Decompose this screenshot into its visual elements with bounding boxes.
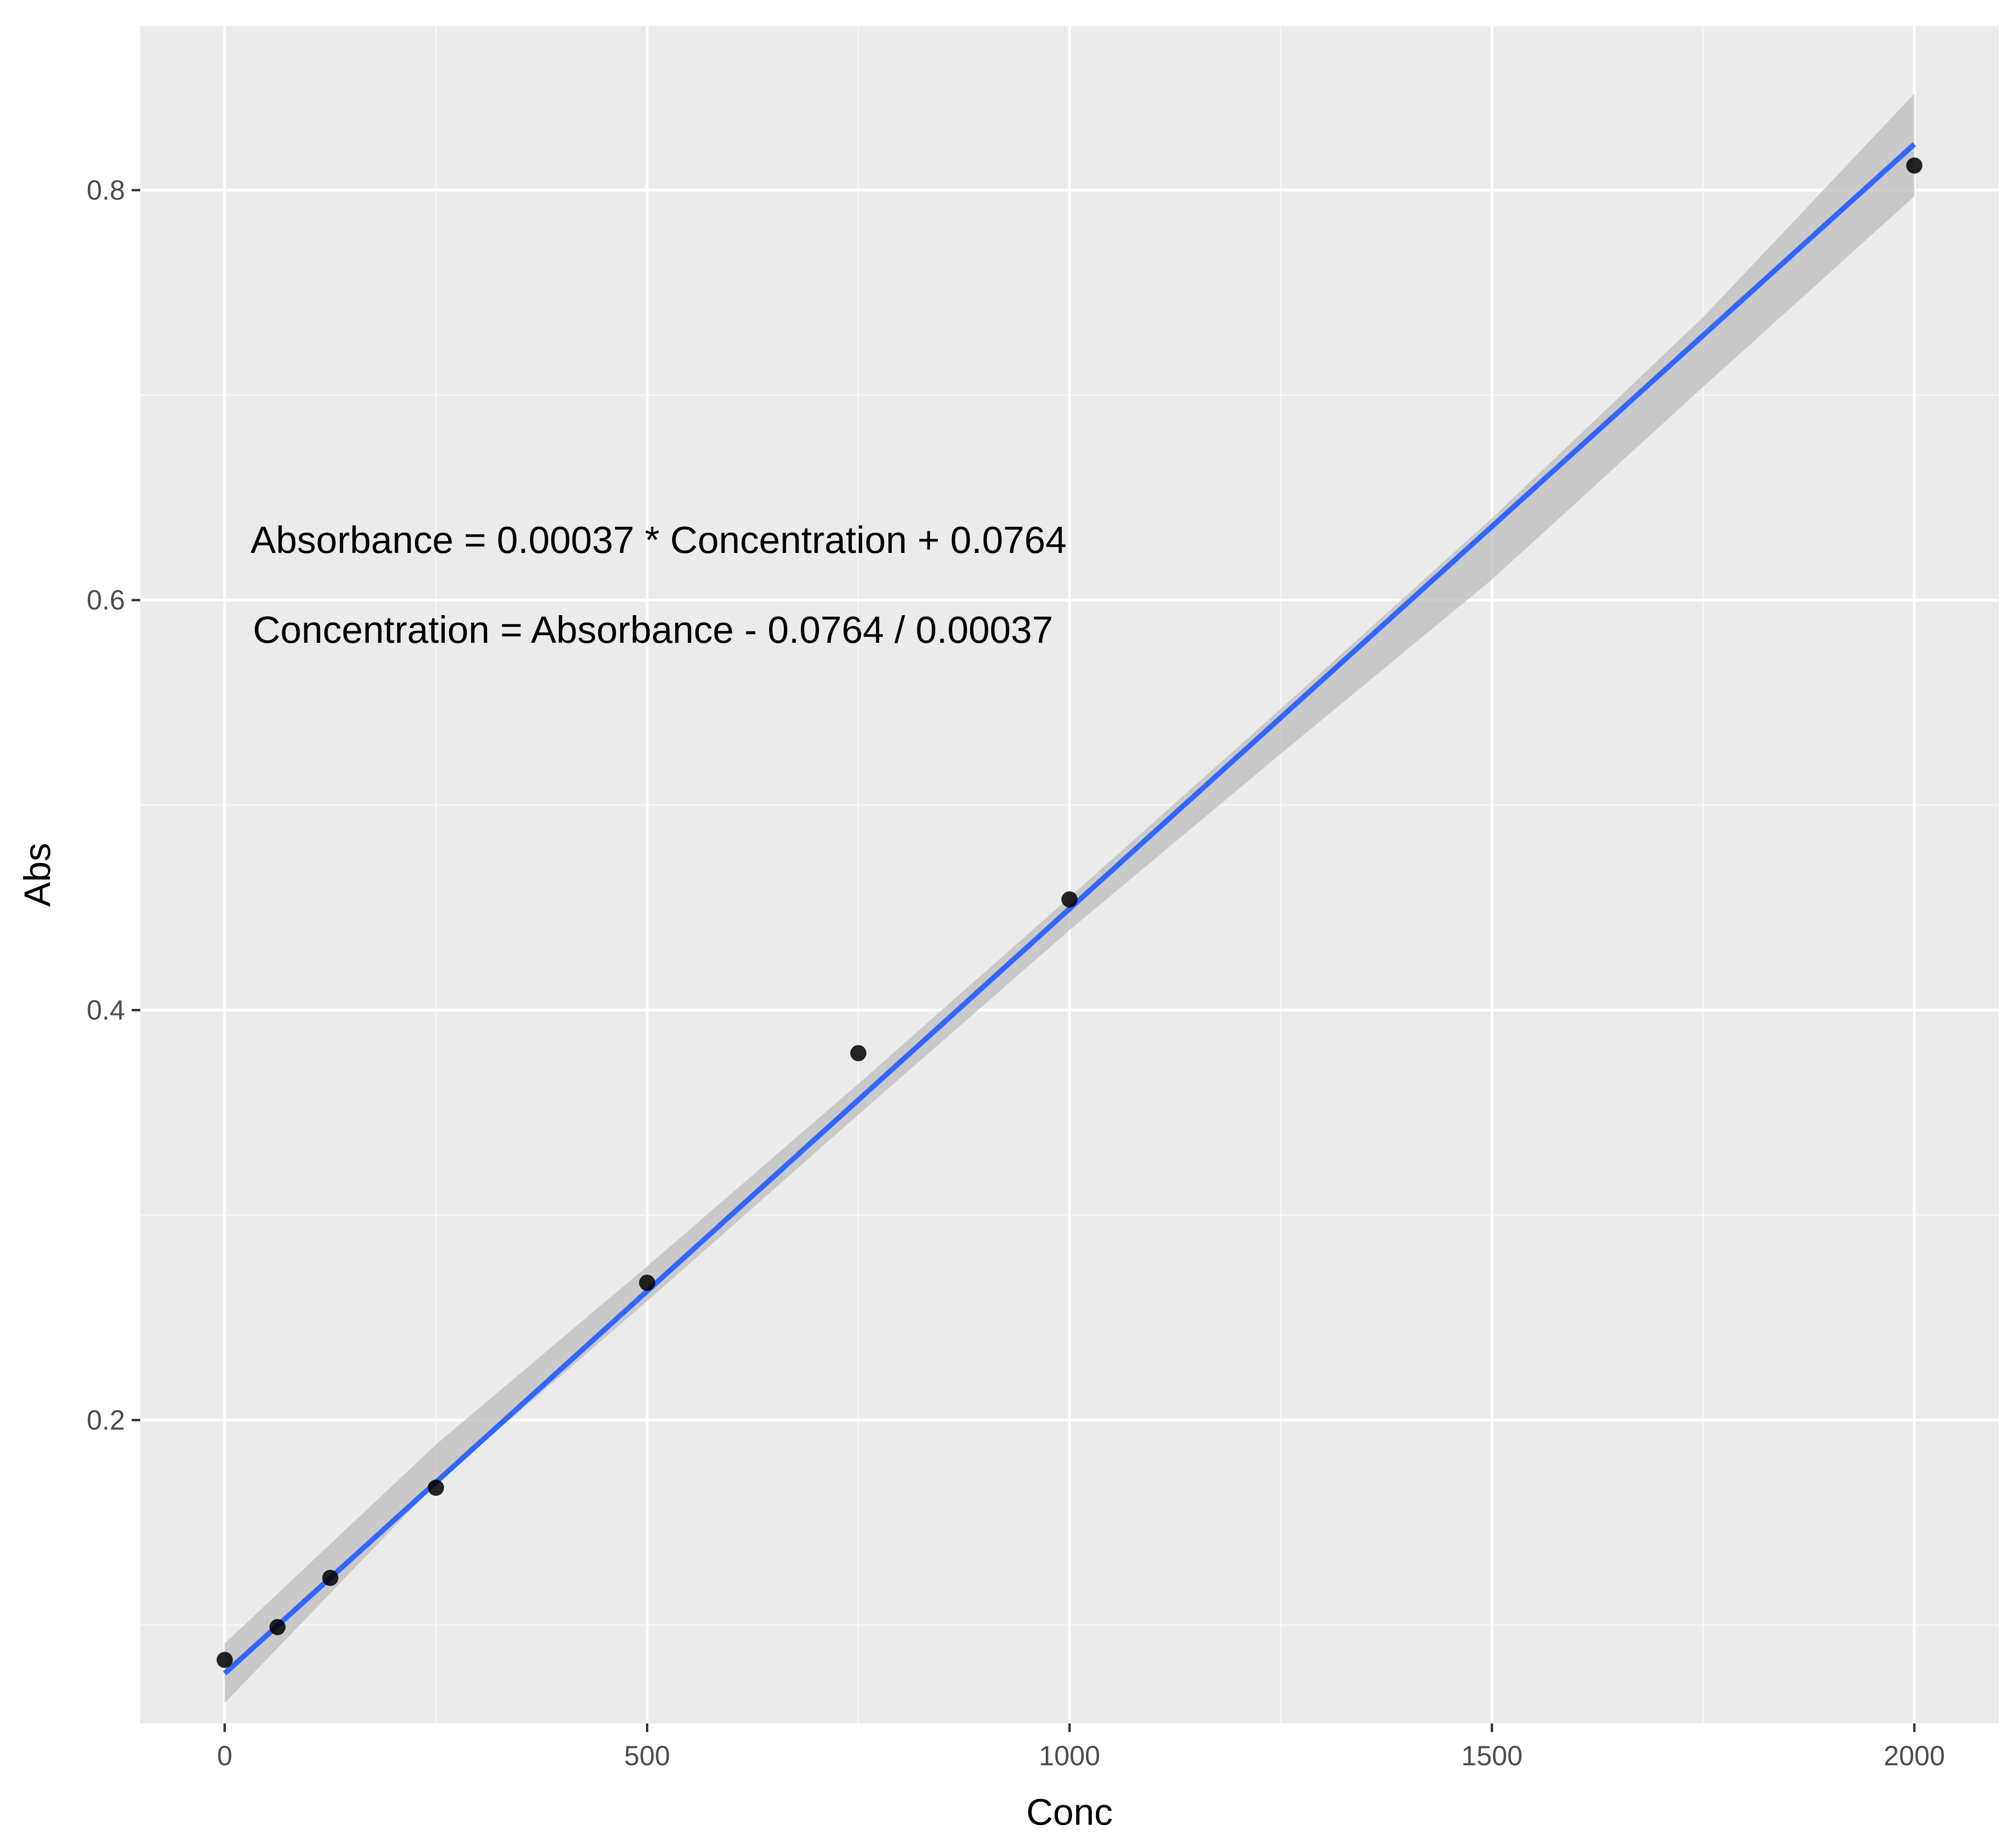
x-tick-label: 1000 (1039, 1741, 1100, 1771)
data-point (639, 1275, 655, 1291)
y-tick-label: 0.6 (87, 585, 125, 616)
y-tick-label: 0.4 (87, 995, 125, 1026)
y-tick-label: 0.8 (87, 175, 125, 206)
data-point (850, 1045, 867, 1062)
fit-line-layer (223, 142, 1916, 1675)
x-tick-label: 1500 (1461, 1741, 1523, 1771)
fit-line (223, 142, 1916, 1675)
data-point (322, 1569, 338, 1586)
x-tick-label: 500 (624, 1741, 670, 1771)
y-axis-title: Abs (16, 843, 58, 907)
regression-equation-annotation: Absorbance = 0.00037 * Concentration + 0… (251, 519, 1067, 561)
major-gridlines (140, 26, 1999, 1723)
data-point (1906, 157, 1923, 174)
data-point (428, 1480, 444, 1496)
x-axis-title: Conc (1026, 1791, 1113, 1833)
data-points-layer (216, 157, 1923, 1668)
y-axis-ticks: 0.2 0.4 0.6 0.8 (87, 175, 140, 1436)
x-axis-ticks: 0 500 1000 1500 2000 (217, 1723, 1945, 1771)
data-point (1061, 891, 1078, 908)
data-point (216, 1652, 233, 1668)
y-tick-label: 0.2 (87, 1405, 125, 1436)
inverse-equation-annotation: Concentration = Absorbance - 0.0764 / 0.… (253, 609, 1053, 651)
x-tick-label: 2000 (1884, 1741, 1945, 1771)
data-point (269, 1619, 286, 1635)
x-tick-label: 0 (217, 1741, 232, 1771)
